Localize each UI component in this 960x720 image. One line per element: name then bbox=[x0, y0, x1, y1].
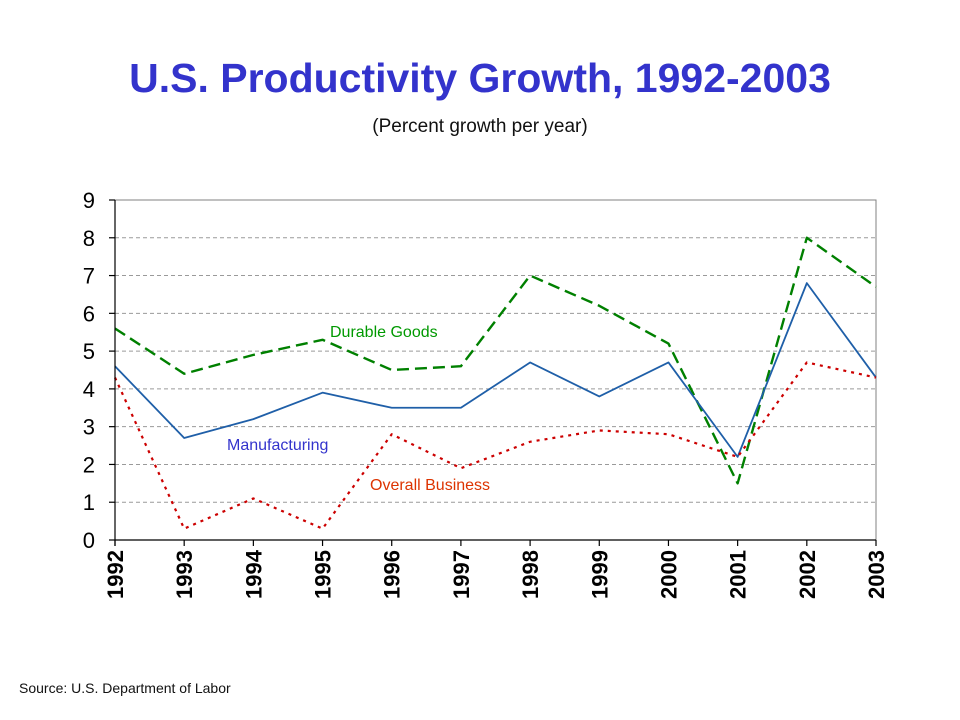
x-tick-label: 2001 bbox=[726, 550, 751, 599]
plot-area bbox=[114, 199, 877, 541]
y-tick-label: 8 bbox=[83, 226, 95, 251]
x-tick-label: 1998 bbox=[518, 550, 543, 599]
y-tick-label: 1 bbox=[83, 490, 95, 515]
y-tick-label: 3 bbox=[83, 415, 95, 440]
y-tick-label: 0 bbox=[83, 528, 95, 553]
y-tick-label: 6 bbox=[83, 301, 95, 326]
x-tick-label: 2002 bbox=[795, 550, 820, 599]
x-tick-label: 2003 bbox=[864, 550, 889, 599]
annotation-durable-goods: Durable Goods bbox=[330, 324, 438, 341]
x-tick-label: 1995 bbox=[311, 550, 336, 599]
series-annotations: Durable Goods Manufacturing Overall Busine… bbox=[227, 324, 490, 494]
source-note: Source: U.S. Department of Labor bbox=[19, 680, 231, 696]
x-tick-label: 1994 bbox=[241, 549, 266, 599]
x-tick-label: 1999 bbox=[587, 550, 612, 599]
y-tick-label: 7 bbox=[83, 264, 95, 289]
gridlines bbox=[115, 237, 876, 503]
x-tick-label: 1997 bbox=[449, 550, 474, 599]
axes: 0 1 2 3 4 5 6 7 8 9 1992 1993 1994 1995 1996 1997 1998 19… bbox=[83, 188, 889, 599]
x-tick-label: 2000 bbox=[656, 550, 681, 599]
x-tick-label: 1992 bbox=[103, 550, 128, 599]
y-tick-label: 9 bbox=[83, 188, 95, 213]
series-line-overall-business bbox=[113, 361, 877, 530]
chart-subtitle: (Percent growth per year) bbox=[372, 116, 588, 137]
annotation-manufacturing: Manufacturing bbox=[227, 437, 328, 454]
x-tick-label: 1996 bbox=[380, 550, 405, 599]
annotation-overall-business: Overall Business bbox=[370, 477, 490, 494]
x-tick-label: 1993 bbox=[172, 550, 197, 599]
y-tick-label: 5 bbox=[83, 339, 95, 364]
series-lines bbox=[113, 236, 877, 530]
chart-title: U.S. Productivity Growth, 1992-2003 bbox=[129, 55, 831, 101]
series-line-manufacturing bbox=[114, 282, 877, 458]
y-tick-label: 2 bbox=[83, 452, 95, 477]
y-tick-label: 4 bbox=[83, 377, 95, 402]
